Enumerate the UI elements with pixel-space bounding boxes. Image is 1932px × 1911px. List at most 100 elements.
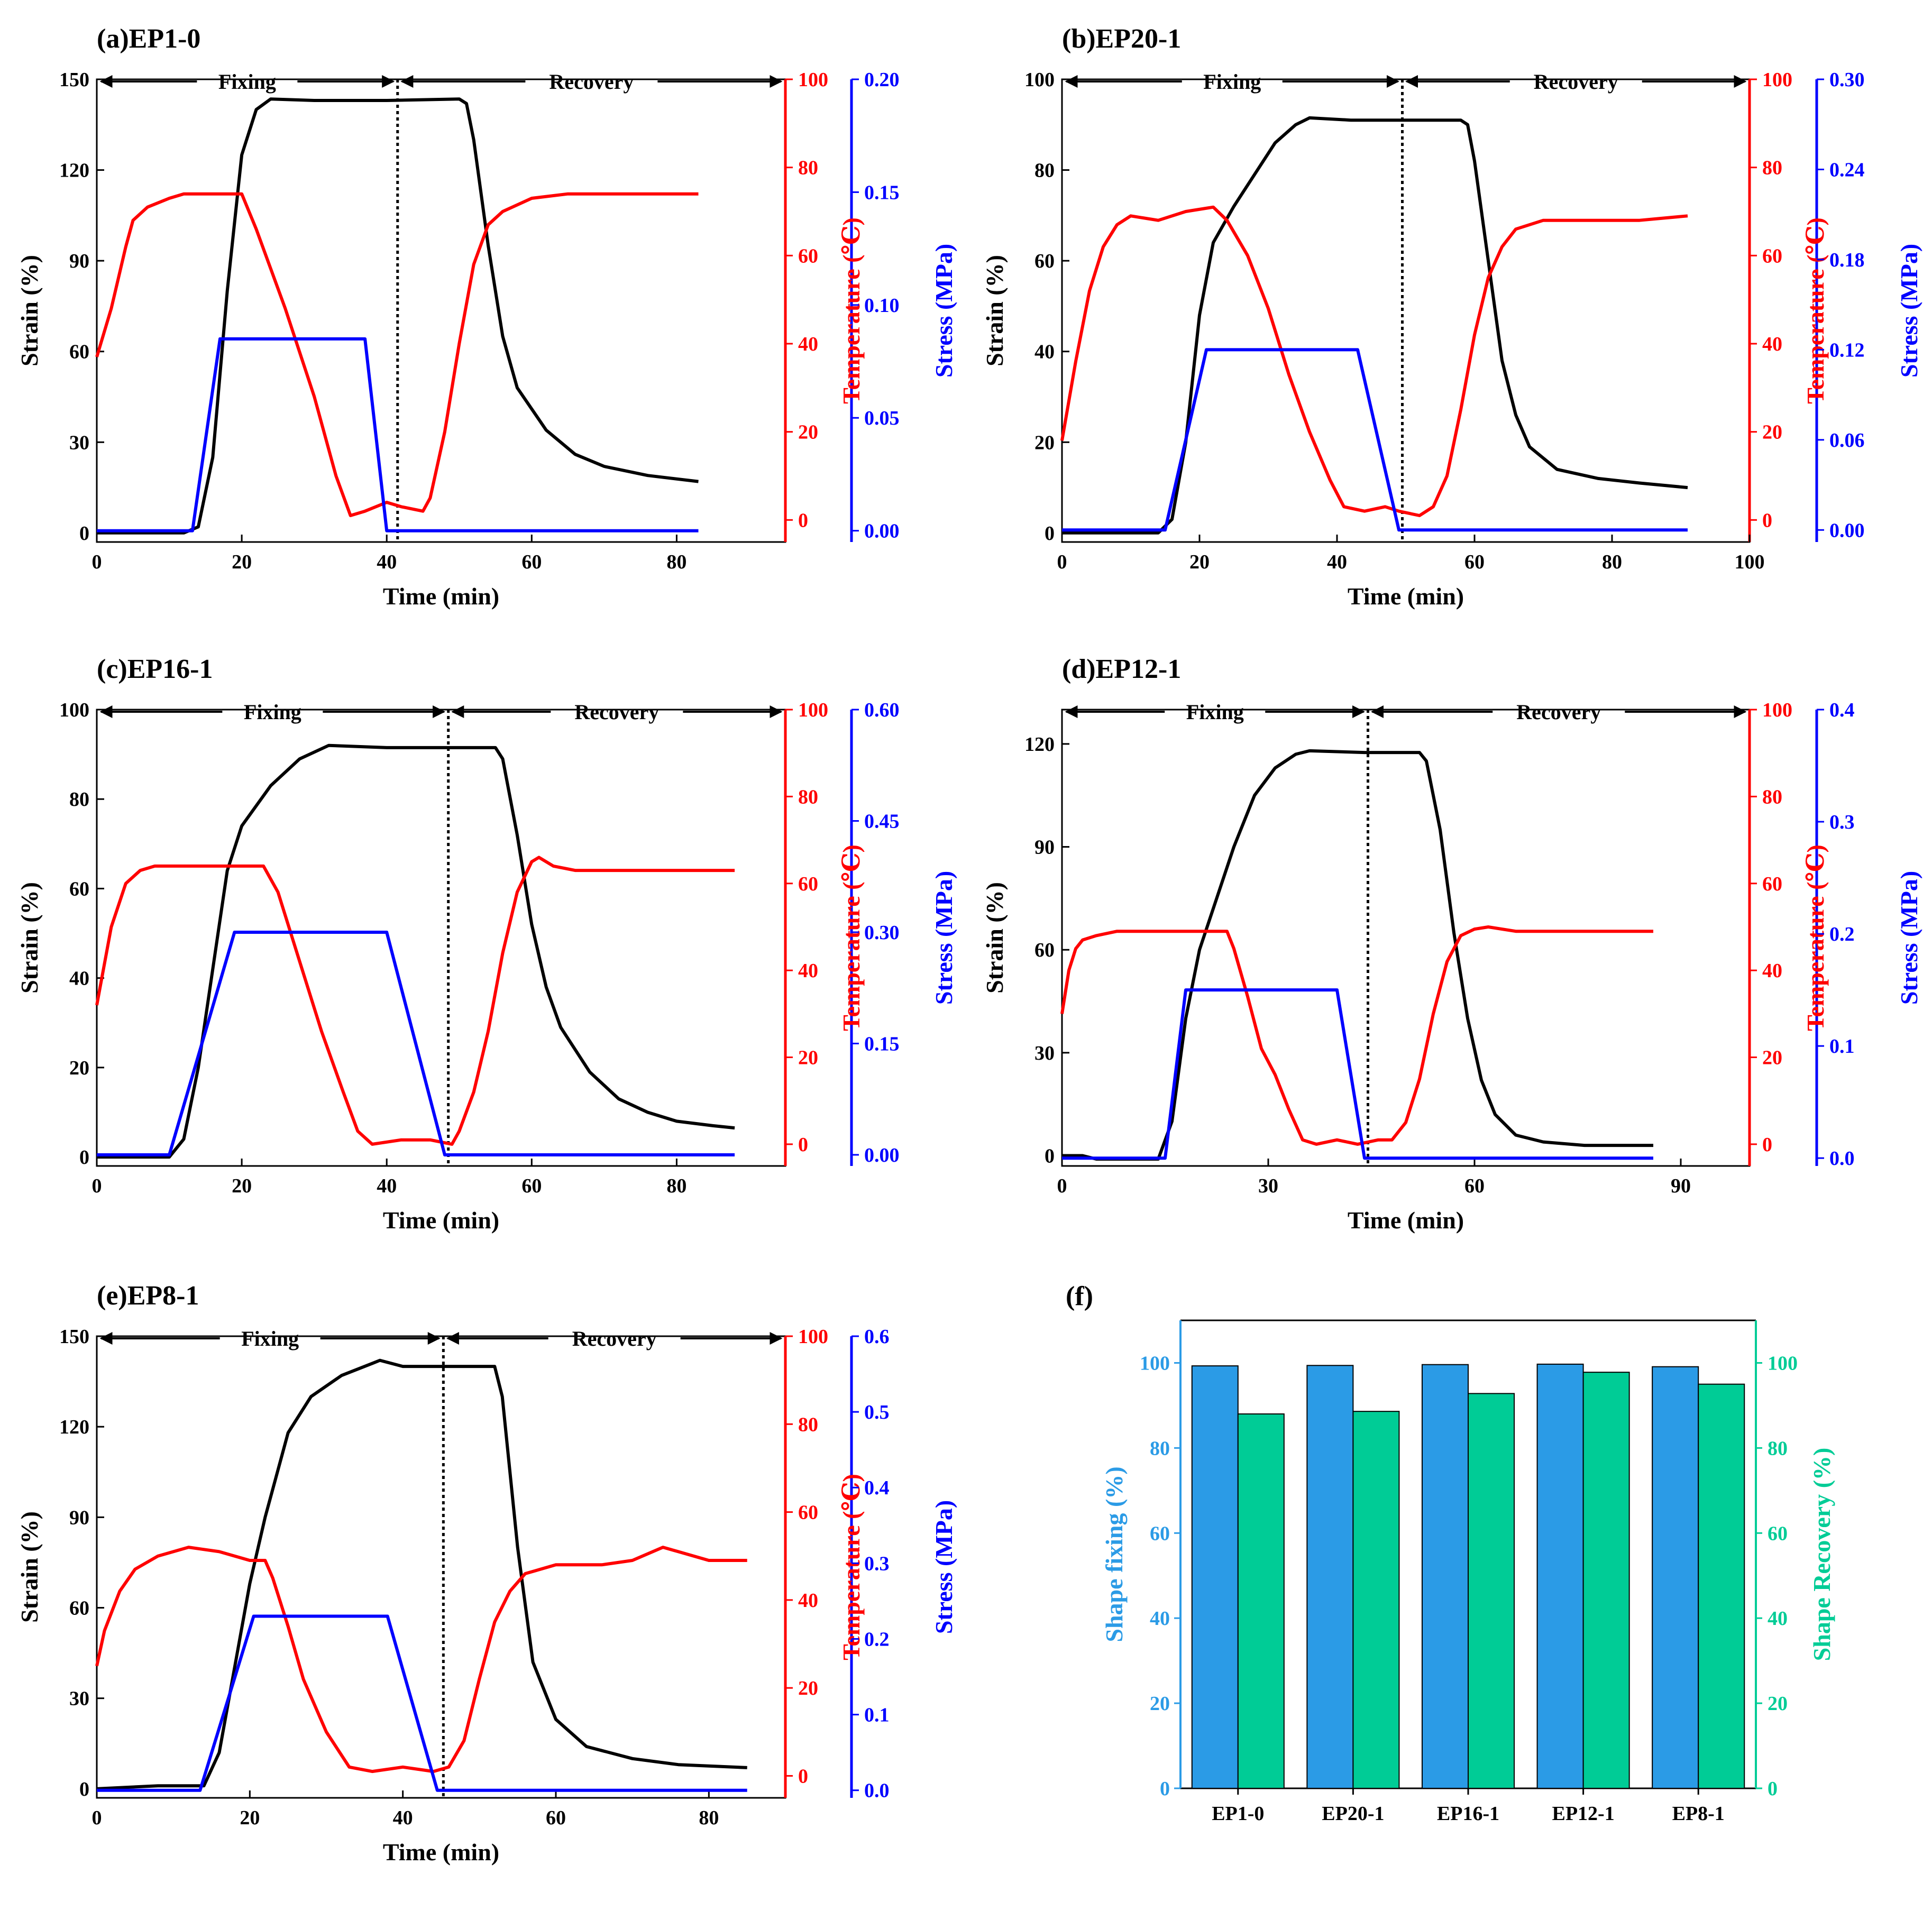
shape-recovery-axis-label: Shape Recovery (%) bbox=[1808, 1448, 1835, 1661]
temperature-axis-label: Temperature (℃) bbox=[838, 844, 865, 1031]
shape-fixing-tick-label: 100 bbox=[1140, 1352, 1170, 1374]
temperature-tick-label: 20 bbox=[798, 421, 818, 444]
stress-tick-label: 0.30 bbox=[1829, 69, 1865, 91]
temperature-tick-label: 0 bbox=[1762, 1134, 1772, 1156]
panel-title: (e)EP8-1 bbox=[97, 1281, 199, 1311]
stress-tick-label: 0.1 bbox=[864, 1704, 890, 1726]
x-tick-label: 0 bbox=[92, 551, 102, 573]
temperature-tick-label: 40 bbox=[1762, 333, 1782, 355]
temperature-tick-label: 80 bbox=[798, 157, 818, 179]
strain-tick-label: 60 bbox=[1034, 250, 1055, 272]
stress-tick-label: 0.3 bbox=[864, 1552, 890, 1575]
stress-tick-label: 0.45 bbox=[864, 810, 900, 832]
temperature-tick-label: 0 bbox=[1762, 509, 1772, 531]
stress-series-line bbox=[1062, 348, 1688, 532]
x-tick-label: 60 bbox=[521, 551, 542, 573]
shape-recovery-tick-label: 20 bbox=[1768, 1693, 1788, 1715]
shape_recovery-bar bbox=[1237, 1413, 1285, 1789]
stress-axis-label: Stress (MPa) bbox=[930, 1500, 957, 1634]
temperature-tick-label: 80 bbox=[1762, 786, 1782, 808]
panel-e: (e)EP8-1 0 20 40 60 80 Time (min) 0 30 60 90 120 150… bbox=[16, 1281, 957, 1866]
strain-tick-label: 100 bbox=[59, 699, 89, 721]
shape-recovery-tick-label: 0 bbox=[1768, 1778, 1778, 1800]
x-tick-label: 40 bbox=[377, 1175, 397, 1197]
x-axis-label: Time (min) bbox=[383, 1207, 499, 1234]
category-label: EP16-1 bbox=[1437, 1803, 1499, 1825]
x-tick-label: 0 bbox=[1057, 551, 1067, 573]
temperature-tick-label: 60 bbox=[1762, 245, 1782, 267]
stress-tick-label: 0.1 bbox=[1829, 1035, 1855, 1058]
x-tick-label: 40 bbox=[1327, 551, 1347, 573]
strain-tick-label: 0 bbox=[1045, 1145, 1055, 1168]
x-tick-label: 40 bbox=[393, 1807, 413, 1829]
strain-tick-label: 100 bbox=[1024, 69, 1055, 91]
temperature-tick-label: 100 bbox=[1762, 69, 1792, 91]
stress-series-line bbox=[97, 337, 699, 532]
plot-frame bbox=[96, 1335, 786, 1799]
strain-tick-label: 0 bbox=[79, 1146, 89, 1169]
stress-tick-label: 0.00 bbox=[864, 1144, 900, 1166]
x-axis-label: Time (min) bbox=[383, 1839, 499, 1866]
shape-fixing-axis-label: Shape fixing (%) bbox=[1101, 1466, 1128, 1642]
fixing-label: Fixing bbox=[1186, 700, 1244, 724]
strain-tick-label: 120 bbox=[59, 1416, 89, 1438]
temperature-tick-label: 20 bbox=[1762, 1047, 1782, 1069]
x-tick-label: 20 bbox=[240, 1807, 260, 1829]
panel-title: (f) bbox=[1066, 1281, 1093, 1311]
stress-tick-label: 0.18 bbox=[1829, 249, 1865, 271]
strain-tick-label: 0 bbox=[79, 1778, 89, 1800]
strain-series-line bbox=[96, 1358, 747, 1790]
shape-fixing-tick-label: 0 bbox=[1160, 1778, 1170, 1800]
temperature-tick-label: 60 bbox=[798, 873, 818, 895]
temperature-axis-label: Temperature (℃) bbox=[1802, 844, 1829, 1031]
strain-tick-label: 60 bbox=[69, 341, 89, 363]
stress-tick-label: 0.2 bbox=[1829, 923, 1855, 945]
temperature-tick-label: 60 bbox=[1762, 873, 1782, 895]
shape-recovery-tick-label: 40 bbox=[1768, 1607, 1788, 1630]
shape_fixing-bar bbox=[1421, 1364, 1469, 1789]
stress-tick-label: 0.5 bbox=[864, 1401, 890, 1423]
x-tick-label: 60 bbox=[521, 1175, 542, 1197]
stress-tick-label: 0.10 bbox=[864, 295, 900, 317]
temperature-tick-label: 40 bbox=[1762, 960, 1782, 982]
shape_fixing-bar bbox=[1652, 1366, 1699, 1789]
strain-tick-label: 30 bbox=[1034, 1042, 1055, 1064]
recovery-label: Recovery bbox=[574, 700, 659, 724]
plot-frame bbox=[1061, 709, 1751, 1167]
strain-tick-label: 30 bbox=[69, 1688, 89, 1710]
fixing-label: Fixing bbox=[241, 1327, 299, 1350]
panel-f: (f) 0 0 20 20 40 40 60 60 80 80 100 100 Shape fixing … bbox=[1066, 1281, 1835, 1825]
recovery-label: Recovery bbox=[1516, 700, 1601, 724]
recovery-label: Recovery bbox=[1534, 70, 1618, 94]
strain-tick-label: 0 bbox=[79, 522, 89, 545]
temperature-series-line bbox=[1060, 925, 1653, 1146]
strain-axis-label: Strain (%) bbox=[16, 882, 43, 994]
strain-tick-label: 120 bbox=[59, 160, 89, 182]
strain-tick-label: 90 bbox=[1034, 837, 1055, 859]
recovery-label: Recovery bbox=[572, 1327, 657, 1350]
stress-tick-label: 0.2 bbox=[864, 1628, 890, 1650]
temperature-series-line bbox=[1060, 205, 1688, 517]
strain-axis-label: Strain (%) bbox=[981, 255, 1008, 366]
strain-tick-label: 40 bbox=[69, 968, 89, 990]
x-tick-label: 0 bbox=[1057, 1175, 1067, 1197]
temperature-tick-label: 20 bbox=[798, 1677, 818, 1699]
strain-axis-label: Strain (%) bbox=[16, 255, 43, 366]
stress-series-line bbox=[97, 1614, 747, 1792]
strain-series-line bbox=[97, 743, 735, 1159]
strain-tick-label: 90 bbox=[69, 1506, 89, 1529]
strain-tick-label: 80 bbox=[69, 788, 89, 811]
stress-series-line bbox=[97, 931, 735, 1156]
strain-tick-label: 80 bbox=[1034, 160, 1055, 182]
x-tick-label: 60 bbox=[546, 1807, 566, 1829]
x-tick-label: 20 bbox=[232, 551, 252, 573]
x-tick-label: 20 bbox=[232, 1175, 252, 1197]
strain-axis-label: Strain (%) bbox=[16, 1511, 43, 1623]
strain-tick-label: 90 bbox=[69, 250, 89, 272]
temperature-tick-label: 100 bbox=[1762, 699, 1792, 721]
temperature-tick-label: 60 bbox=[798, 245, 818, 267]
stress-axis-label: Stress (MPa) bbox=[930, 244, 957, 378]
shape-fixing-tick-label: 60 bbox=[1150, 1522, 1170, 1545]
category-label: EP12-1 bbox=[1552, 1803, 1614, 1825]
